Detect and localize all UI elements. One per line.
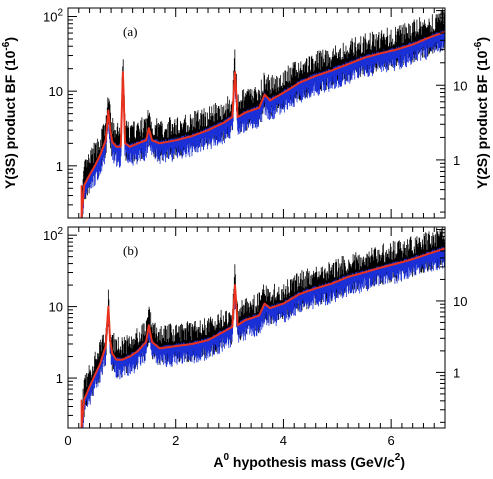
y-tick-label: 102: [43, 8, 63, 25]
y-tick-label-exponent: 2: [57, 8, 63, 19]
y-tick-label-base: 10: [43, 10, 57, 25]
x-tick-label-text: 2: [172, 433, 179, 448]
x-tick-label: 2: [172, 433, 179, 448]
panel-label-text: (b): [123, 243, 138, 258]
y-axis-label-right-close: ): [474, 37, 490, 42]
series-smooth-curve: [80, 247, 445, 428]
y-right-tick-label: 1: [453, 365, 460, 380]
y-axis-label-right-exponent: -6: [473, 41, 484, 50]
y-right-tick-label-text: 1: [453, 153, 460, 168]
y-tick-label: 102: [43, 226, 63, 243]
y-right-tick-label-text: 10: [453, 78, 467, 93]
panel-frame-2: [67, 226, 446, 429]
panel-frame-1: [67, 7, 446, 219]
x-tick-label-text: 4: [280, 433, 287, 448]
y-tick-label: 1: [56, 371, 63, 386]
y-tick-label: 1: [56, 159, 63, 174]
y-right-tick-label-text: 1: [453, 365, 460, 380]
x-tick-label-text: 0: [64, 433, 71, 448]
y-axis-label-left: Υ(3S) product BF (10-6): [1, 37, 18, 189]
panel-label: (a): [123, 24, 137, 39]
y-tick-label-exponent: 2: [57, 226, 63, 237]
y-tick-label: 10: [49, 84, 63, 99]
y-tick-label-base: 10: [43, 228, 57, 243]
y-axis-label-left-close: ): [2, 37, 18, 42]
y-axis-label-left-exponent: -6: [1, 41, 12, 50]
y-tick-label-base: 10: [49, 84, 63, 99]
y-tick-label-base: 1: [56, 159, 63, 174]
series-upper-fluctuation: [81, 8, 445, 218]
x-tick-label: 4: [280, 433, 287, 448]
y-tick-label-base: 1: [56, 371, 63, 386]
series-lower-fluctuation: [81, 29, 445, 218]
x-axis-label-close: ): [400, 454, 405, 470]
x-axis-label-unit-exponent: 2: [395, 452, 401, 463]
x-axis-label-main: A: [213, 454, 223, 470]
x-axis-label: A0 hypothesis mass (GeV/c2): [213, 452, 405, 470]
y-right-tick-label-text: 10: [453, 294, 467, 309]
series-smooth-curve: [80, 31, 445, 218]
y-right-tick-label: 10: [453, 294, 467, 309]
panel-label-text: (a): [123, 24, 137, 39]
panel-plot-area-1: [80, 8, 445, 218]
y-axis-label-right-text: Υ(2S) product BF (10: [474, 50, 490, 189]
x-tick-label: 6: [388, 433, 395, 448]
y-right-tick-label: 1: [453, 153, 460, 168]
y-tick-label-base: 10: [49, 300, 63, 315]
y-right-tick-label: 10: [453, 78, 467, 93]
x-axis-label-rest: hypothesis mass (GeV/c: [229, 454, 395, 470]
y-axis-label-right: Υ(2S) product BF (10-6): [473, 37, 490, 189]
y-tick-label: 10: [49, 300, 63, 315]
x-tick-label-text: 6: [388, 433, 395, 448]
x-tick-label: 0: [64, 433, 71, 448]
series-lower-fluctuation: [81, 246, 445, 428]
y-axis-label-left-text: Υ(3S) product BF (10: [2, 50, 18, 189]
panel-label: (b): [123, 243, 138, 258]
panel-plot-area-2: [80, 227, 445, 428]
x-axis-label-superscript: 0: [223, 452, 229, 463]
